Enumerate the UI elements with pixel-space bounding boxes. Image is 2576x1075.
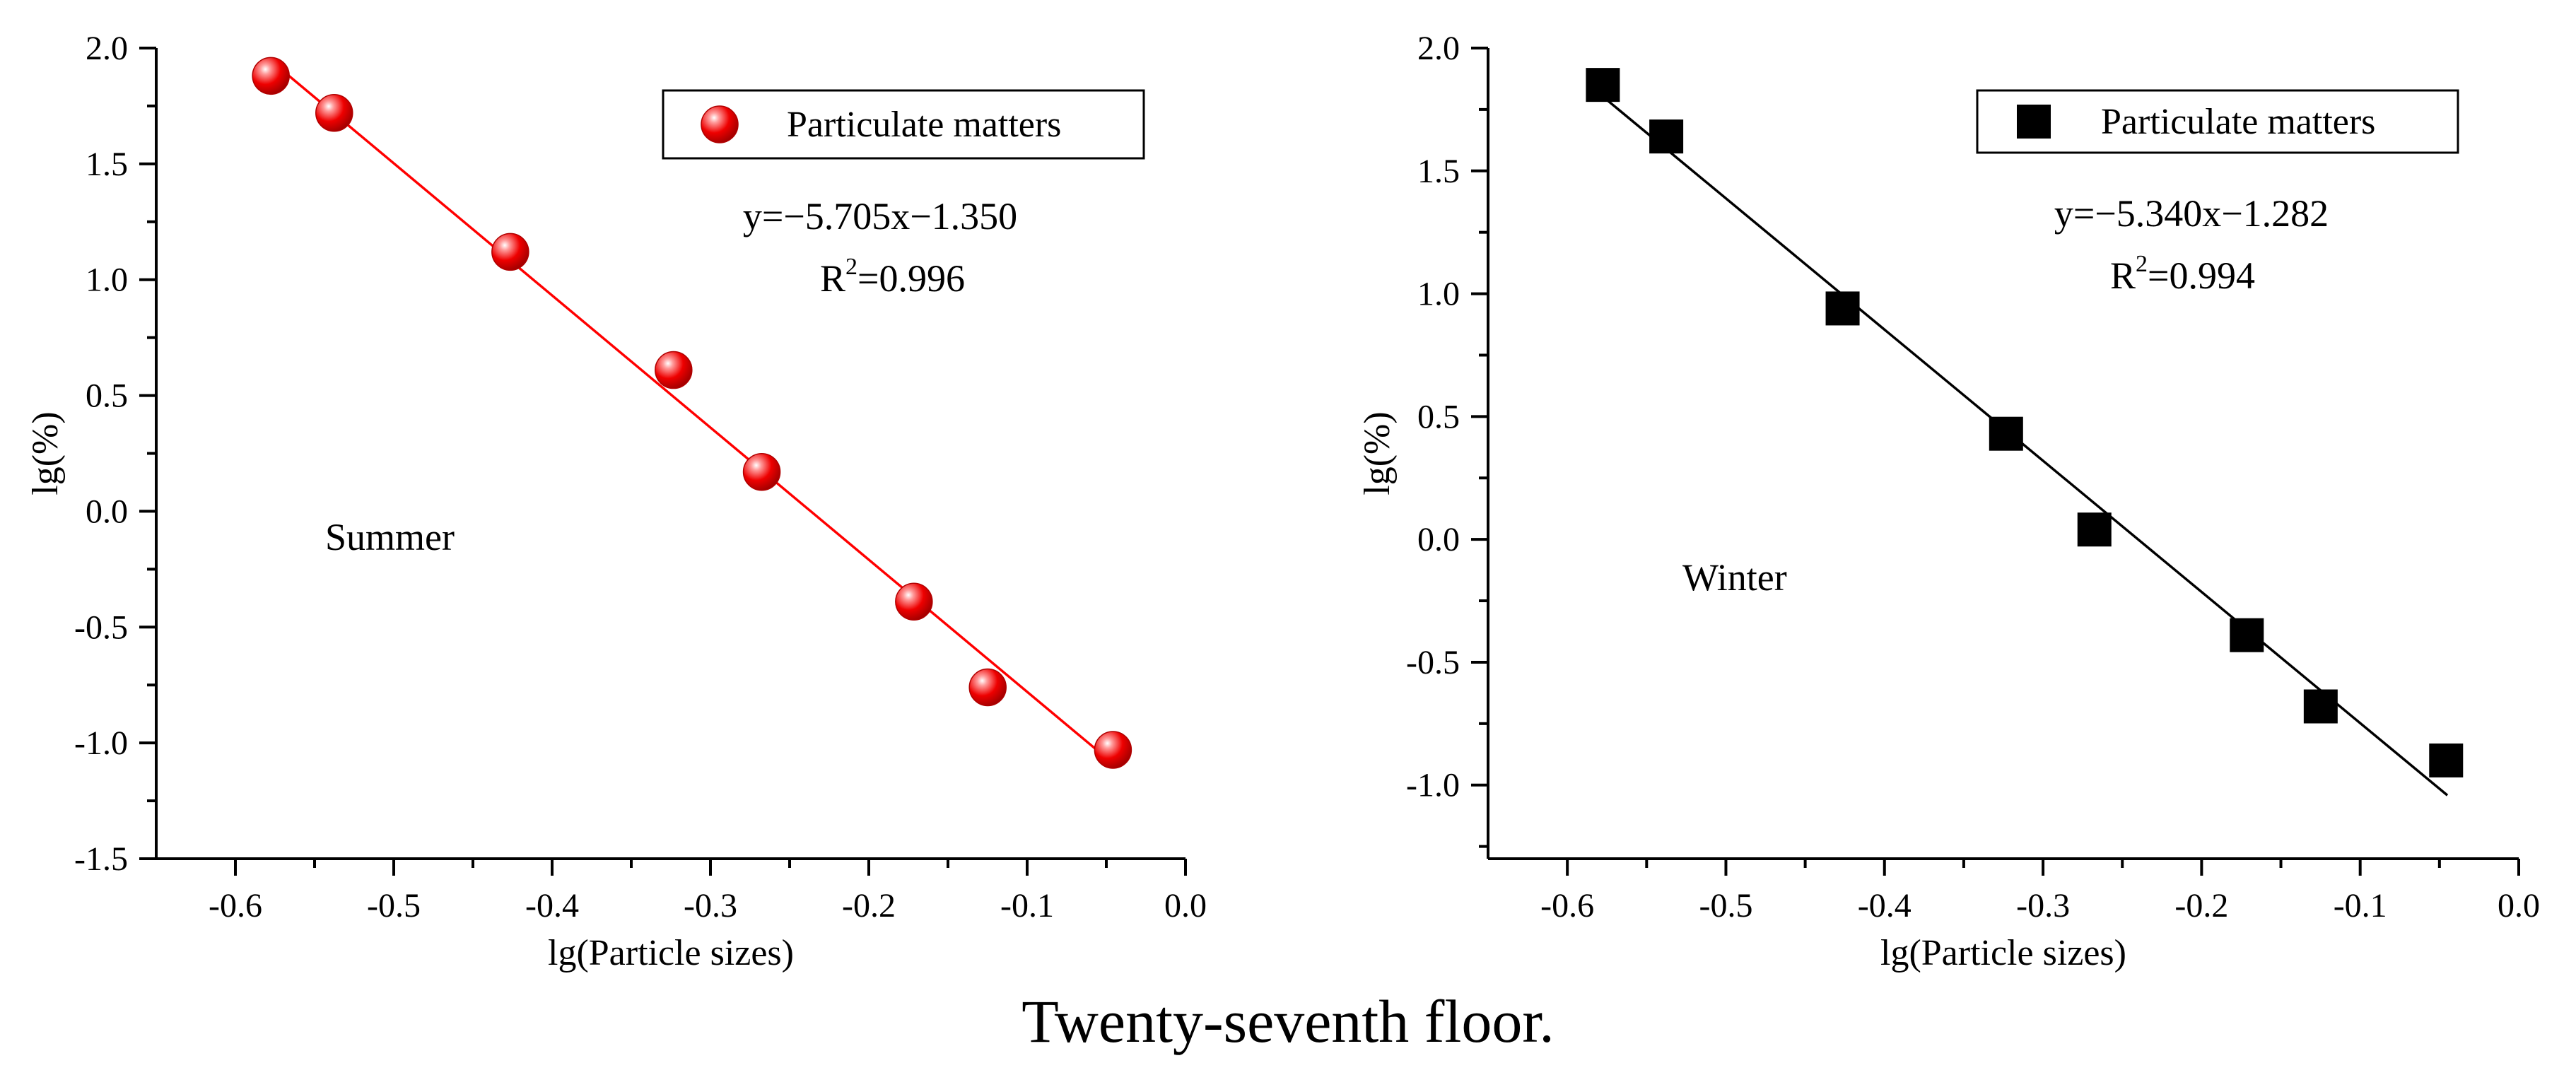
x-tick-label: -0.2 bbox=[842, 887, 896, 924]
r-squared-superscript: 2 bbox=[2136, 251, 2148, 277]
x-tick-label: -0.6 bbox=[1540, 887, 1594, 924]
y-tick-label: 0.5 bbox=[86, 377, 128, 415]
legend-box bbox=[662, 89, 1145, 160]
legend-label: Particulate matters bbox=[787, 105, 1061, 145]
x-tick-label: -0.3 bbox=[684, 887, 737, 924]
r-squared-value: =0.994 bbox=[2148, 254, 2255, 297]
data-point bbox=[968, 668, 1007, 707]
data-point bbox=[1586, 68, 1620, 102]
y-tick-label: -0.5 bbox=[1406, 644, 1460, 681]
y-tick-label: 0.0 bbox=[1417, 521, 1460, 558]
data-point bbox=[2303, 689, 2338, 724]
y-tick-label: 1.5 bbox=[1417, 153, 1460, 190]
data-point bbox=[491, 233, 529, 271]
x-tick-label: -0.4 bbox=[1858, 887, 1911, 924]
y-tick-label: 1.5 bbox=[86, 146, 128, 183]
y-tick-label: 1.0 bbox=[1417, 276, 1460, 313]
y-tick-label: 2.0 bbox=[86, 30, 128, 67]
winter-chart: -0.6 -0.5 -0.4 -0.3 -0.2 -0.1 0.0 -1.0 -0.5 0.0 0.… bbox=[1357, 30, 2540, 973]
y-tick-label: -1.5 bbox=[74, 840, 128, 878]
summer-chart: -0.6 -0.5 -0.4 -0.3 -0.2 -0.1 0.0 -1.5 -1.0 -0.5 0… bbox=[25, 30, 1207, 973]
legend-box bbox=[1976, 89, 2459, 154]
r-squared: R2=0.996 bbox=[820, 254, 965, 300]
data-point bbox=[1094, 731, 1132, 769]
y-tick-label: 2.0 bbox=[1417, 30, 1460, 67]
x-tick-label: -0.5 bbox=[367, 887, 421, 924]
data-point bbox=[1825, 291, 1860, 326]
x-tick-label: 0.0 bbox=[1164, 887, 1207, 924]
r-squared: R2=0.994 bbox=[2110, 251, 2255, 297]
r-squared-symbol: R bbox=[820, 257, 845, 300]
y-axis-label: lg(%) bbox=[25, 411, 66, 495]
data-point bbox=[895, 582, 933, 621]
data-point bbox=[315, 94, 353, 132]
legend-marker bbox=[2017, 105, 2051, 139]
x-axis-label: lg(Particle sizes) bbox=[1880, 933, 2126, 973]
legend-marker bbox=[701, 105, 739, 143]
data-point bbox=[1989, 416, 2023, 451]
data-point bbox=[655, 351, 693, 389]
season-label: Winter bbox=[1682, 556, 1787, 599]
y-tick-label: 0.5 bbox=[1417, 398, 1460, 435]
data-point bbox=[252, 57, 290, 95]
legend-label: Particulate matters bbox=[2101, 102, 2375, 142]
x-axis-label: lg(Particle sizes) bbox=[548, 933, 794, 973]
y-tick-label: -1.0 bbox=[1406, 767, 1460, 804]
data-point bbox=[742, 452, 781, 491]
x-tick-label: -0.6 bbox=[209, 887, 262, 924]
x-tick-label: -0.1 bbox=[1000, 887, 1054, 924]
y-tick-label: -0.5 bbox=[74, 609, 128, 646]
figure-caption: Twenty-seventh floor. bbox=[1021, 987, 1555, 1055]
season-label: Summer bbox=[325, 516, 455, 558]
x-tick-label: -0.5 bbox=[1699, 887, 1752, 924]
r-squared-superscript: 2 bbox=[845, 254, 857, 280]
y-tick-label: 1.0 bbox=[86, 262, 128, 299]
r-squared-value: =0.996 bbox=[857, 257, 965, 300]
x-tick-label: 0.0 bbox=[2498, 887, 2540, 924]
data-point bbox=[1649, 119, 1684, 154]
data-point bbox=[2429, 743, 2464, 777]
r-squared-symbol: R bbox=[2110, 254, 2136, 297]
y-axis-label: lg(%) bbox=[1357, 411, 1398, 495]
x-tick-label: -0.3 bbox=[2016, 887, 2070, 924]
fit-equation: y=−5.340x−1.282 bbox=[2054, 192, 2329, 235]
x-tick-label: -0.4 bbox=[525, 887, 579, 924]
x-tick-label: -0.2 bbox=[2174, 887, 2228, 924]
y-tick-label: 0.0 bbox=[86, 493, 128, 530]
x-tick-label: -0.1 bbox=[2334, 887, 2387, 924]
fit-equation: y=−5.705x−1.350 bbox=[743, 195, 1017, 237]
data-point bbox=[2077, 512, 2112, 547]
fit-line bbox=[274, 63, 1116, 766]
data-point bbox=[2230, 618, 2264, 652]
y-tick-label: -1.0 bbox=[74, 724, 128, 762]
